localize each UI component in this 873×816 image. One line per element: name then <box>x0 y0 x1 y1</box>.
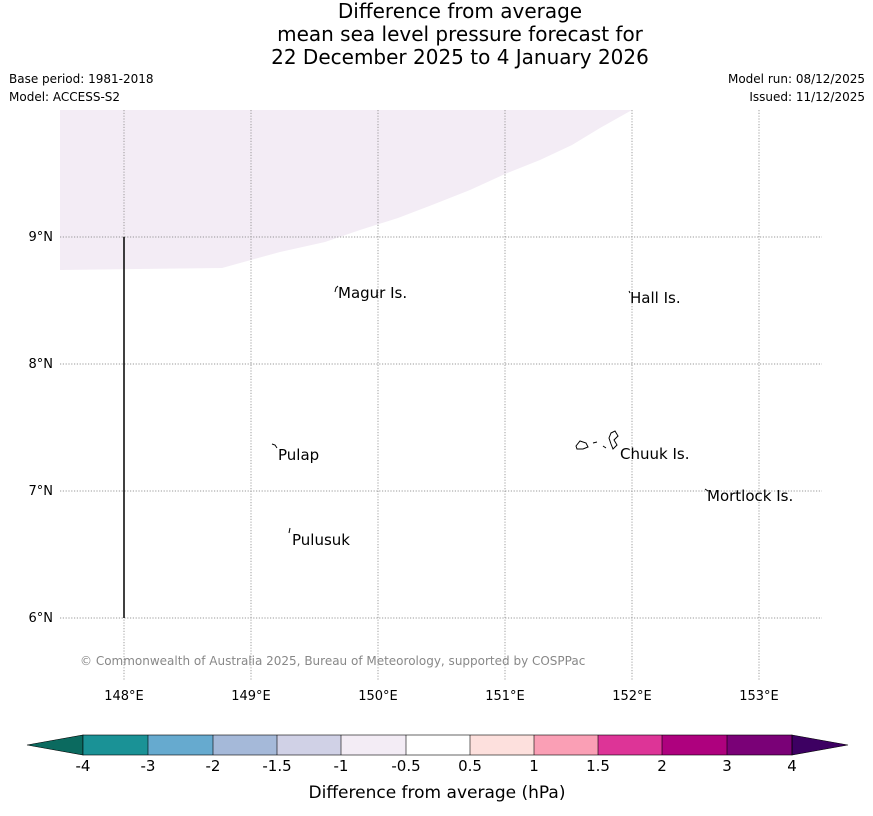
colorbar-tick-5: -1 <box>334 757 349 775</box>
place-pulap: Pulap <box>278 446 319 464</box>
model-run: Model run: 08/12/2025 <box>727 72 865 86</box>
lon-label-149e: 149°E <box>231 689 271 704</box>
colorbar-tick-10: 2 <box>657 757 667 775</box>
colorbar-segment-8 <box>534 735 598 755</box>
colorbar-tick-7: 0.5 <box>458 757 482 775</box>
lon-label-150e: 150°E <box>358 689 398 704</box>
model-name: Model: ACCESS-S2 <box>9 90 121 104</box>
meta-right: Model run: 08/12/2025 Issued: 11/12/2025 <box>728 70 865 106</box>
chart-title: Difference from average mean sea level p… <box>0 0 873 69</box>
island-outlines <box>271 285 709 534</box>
colorbar-segment-4 <box>277 735 341 755</box>
island-hall <box>628 290 631 294</box>
colorbar-segment-6 <box>406 735 470 755</box>
issued-date: Issued: 11/12/2025 <box>749 90 865 104</box>
base-period: Base period: 1981-2018 <box>9 72 154 86</box>
colorbar-segment-11 <box>727 735 792 755</box>
pressure-anomaly-shading <box>60 110 632 270</box>
colorbar-tick-6: -0.5 <box>391 757 420 775</box>
colorbar-segment-9 <box>598 735 662 755</box>
title-line-3: 22 December 2025 to 4 January 2026 <box>271 45 649 69</box>
colorbar: -4 -3 -2 -1.5 -1 -0.5 0.5 1 1.5 2 3 4 Di… <box>26 734 849 803</box>
colorbar-under-arrow <box>26 734 84 756</box>
lat-label-6n: 6°N <box>29 611 54 626</box>
place-mortlock: Mortlock Is. <box>707 487 793 505</box>
colorbar-segment-5 <box>341 735 406 755</box>
colorbar-label: Difference from average (hPa) <box>309 783 566 803</box>
colorbar-segment-2 <box>148 735 213 755</box>
island-mortlock <box>704 488 709 492</box>
island-pulusuk <box>288 527 291 534</box>
place-magur: Magur Is. <box>338 284 407 302</box>
colorbar-tick-11: 3 <box>722 757 732 775</box>
colorbar-segment-10 <box>662 735 727 755</box>
colorbar-outline <box>82 734 793 756</box>
colorbar-tick-8: 1 <box>529 757 539 775</box>
lon-label-153e: 153°E <box>739 689 779 704</box>
lon-label-152e: 152°E <box>612 689 652 704</box>
lat-label-9n: 9°N <box>29 230 54 245</box>
lon-label-151e: 151°E <box>485 689 525 704</box>
title-line-1: Difference from average <box>337 0 583 23</box>
colorbar-segment-1 <box>83 735 148 755</box>
colorbar-over-arrow <box>791 734 849 756</box>
island-chuuk-lagoon <box>575 430 619 450</box>
gridlines <box>60 110 822 680</box>
colorbar-tick-12: 4 <box>787 757 797 775</box>
colorbar-tick-3: -2 <box>206 757 221 775</box>
title-line-2: mean sea level pressure forecast for <box>277 22 643 46</box>
colorbar-tick-2: -3 <box>141 757 156 775</box>
colorbar-tick-4: -1.5 <box>262 757 291 775</box>
place-pulusuk: Pulusuk <box>292 531 350 549</box>
island-magur <box>334 285 339 293</box>
place-hall: Hall Is. <box>630 289 681 307</box>
lon-label-148e: 148°E <box>104 689 144 704</box>
meta-left: Base period: 1981-2018 Model: ACCESS-S2 <box>9 70 154 106</box>
colorbar-segment-3 <box>213 735 277 755</box>
colorbar-tick-1: -4 <box>76 757 91 775</box>
lat-label-7n: 7°N <box>29 484 54 499</box>
colorbar-segment-7 <box>470 735 534 755</box>
copyright-notice: © Commonwealth of Australia 2025, Bureau… <box>80 654 585 668</box>
place-chuuk: Chuuk Is. <box>620 445 689 463</box>
island-pulap <box>271 443 278 449</box>
lat-label-8n: 8°N <box>29 357 54 372</box>
colorbar-tick-9: 1.5 <box>586 757 610 775</box>
